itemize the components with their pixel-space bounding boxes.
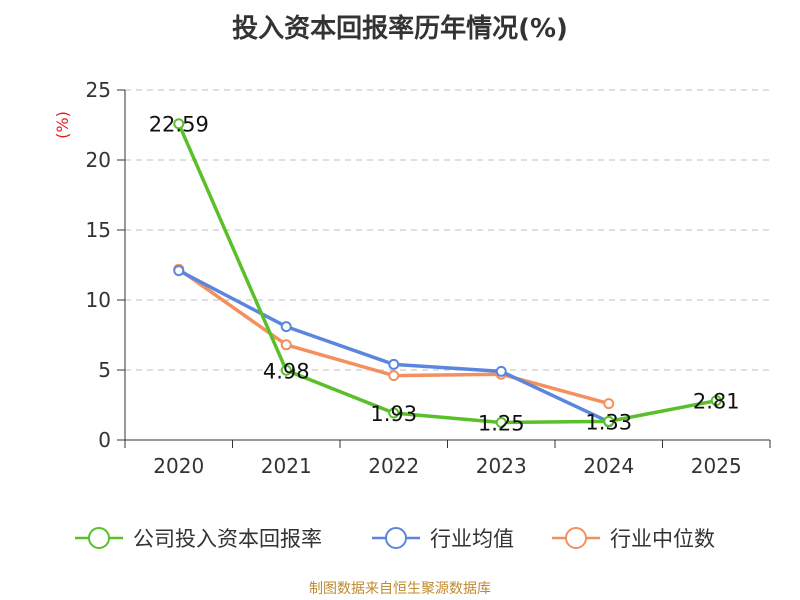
data-point [495, 417, 507, 428]
data-point [280, 339, 292, 351]
data-point [495, 365, 507, 377]
data-point [710, 395, 722, 407]
data-label: 1.93 [370, 402, 417, 426]
legend-marker [88, 527, 110, 549]
x-tick-label: 2021 [261, 454, 312, 478]
legend-label[interactable]: 行业中位数 [610, 527, 715, 551]
legend-marker [565, 527, 587, 549]
x-tick-label: 2022 [368, 454, 419, 478]
x-tick-label: 2023 [476, 454, 527, 478]
data-point [388, 407, 400, 419]
data-label: 22.59 [149, 113, 209, 137]
legend: 公司投入资本回报率 行业均值 行业中位数 [75, 527, 715, 551]
series-line [177, 269, 610, 424]
series-layer [173, 118, 722, 428]
x-tick-label: 2020 [153, 454, 204, 478]
legend-marker [385, 527, 407, 549]
data-point [280, 321, 292, 333]
data-point [173, 265, 185, 277]
y-tick-label: 25 [86, 78, 111, 102]
data-point [603, 398, 615, 410]
data-point [388, 370, 400, 382]
label-layer: 22.59 4.98 1.93 1.25 1.33 2.81 [149, 113, 740, 436]
y-tick-label: 20 [86, 148, 111, 172]
y-axis-label: (%) [53, 111, 72, 139]
y-tick-label: 0 [98, 428, 111, 452]
x-tick-label: 2024 [583, 454, 634, 478]
series-line [177, 267, 610, 406]
legend-label[interactable]: 行业均值 [430, 527, 514, 551]
data-label: 2.81 [693, 390, 740, 414]
data-source-note: 制图数据来自恒生聚源数据库 [309, 581, 491, 597]
series-line [177, 123, 717, 425]
y-tick-label: 5 [98, 358, 111, 382]
y-tick-label: 10 [86, 288, 111, 312]
legend-label[interactable]: 公司投入资本回报率 [133, 527, 322, 551]
data-point [173, 118, 185, 130]
y-tick-label: 15 [86, 218, 111, 242]
x-tick-label: 2025 [691, 454, 742, 478]
chart-title: 投入资本回报率历年情况(%) [232, 14, 568, 44]
data-point [280, 364, 292, 376]
data-label: 1.33 [585, 410, 632, 434]
grid-layer [125, 89, 770, 371]
data-label: 4.98 [263, 359, 310, 383]
data-point [388, 358, 400, 370]
data-point [603, 415, 615, 427]
data-label: 1.25 [478, 412, 525, 436]
